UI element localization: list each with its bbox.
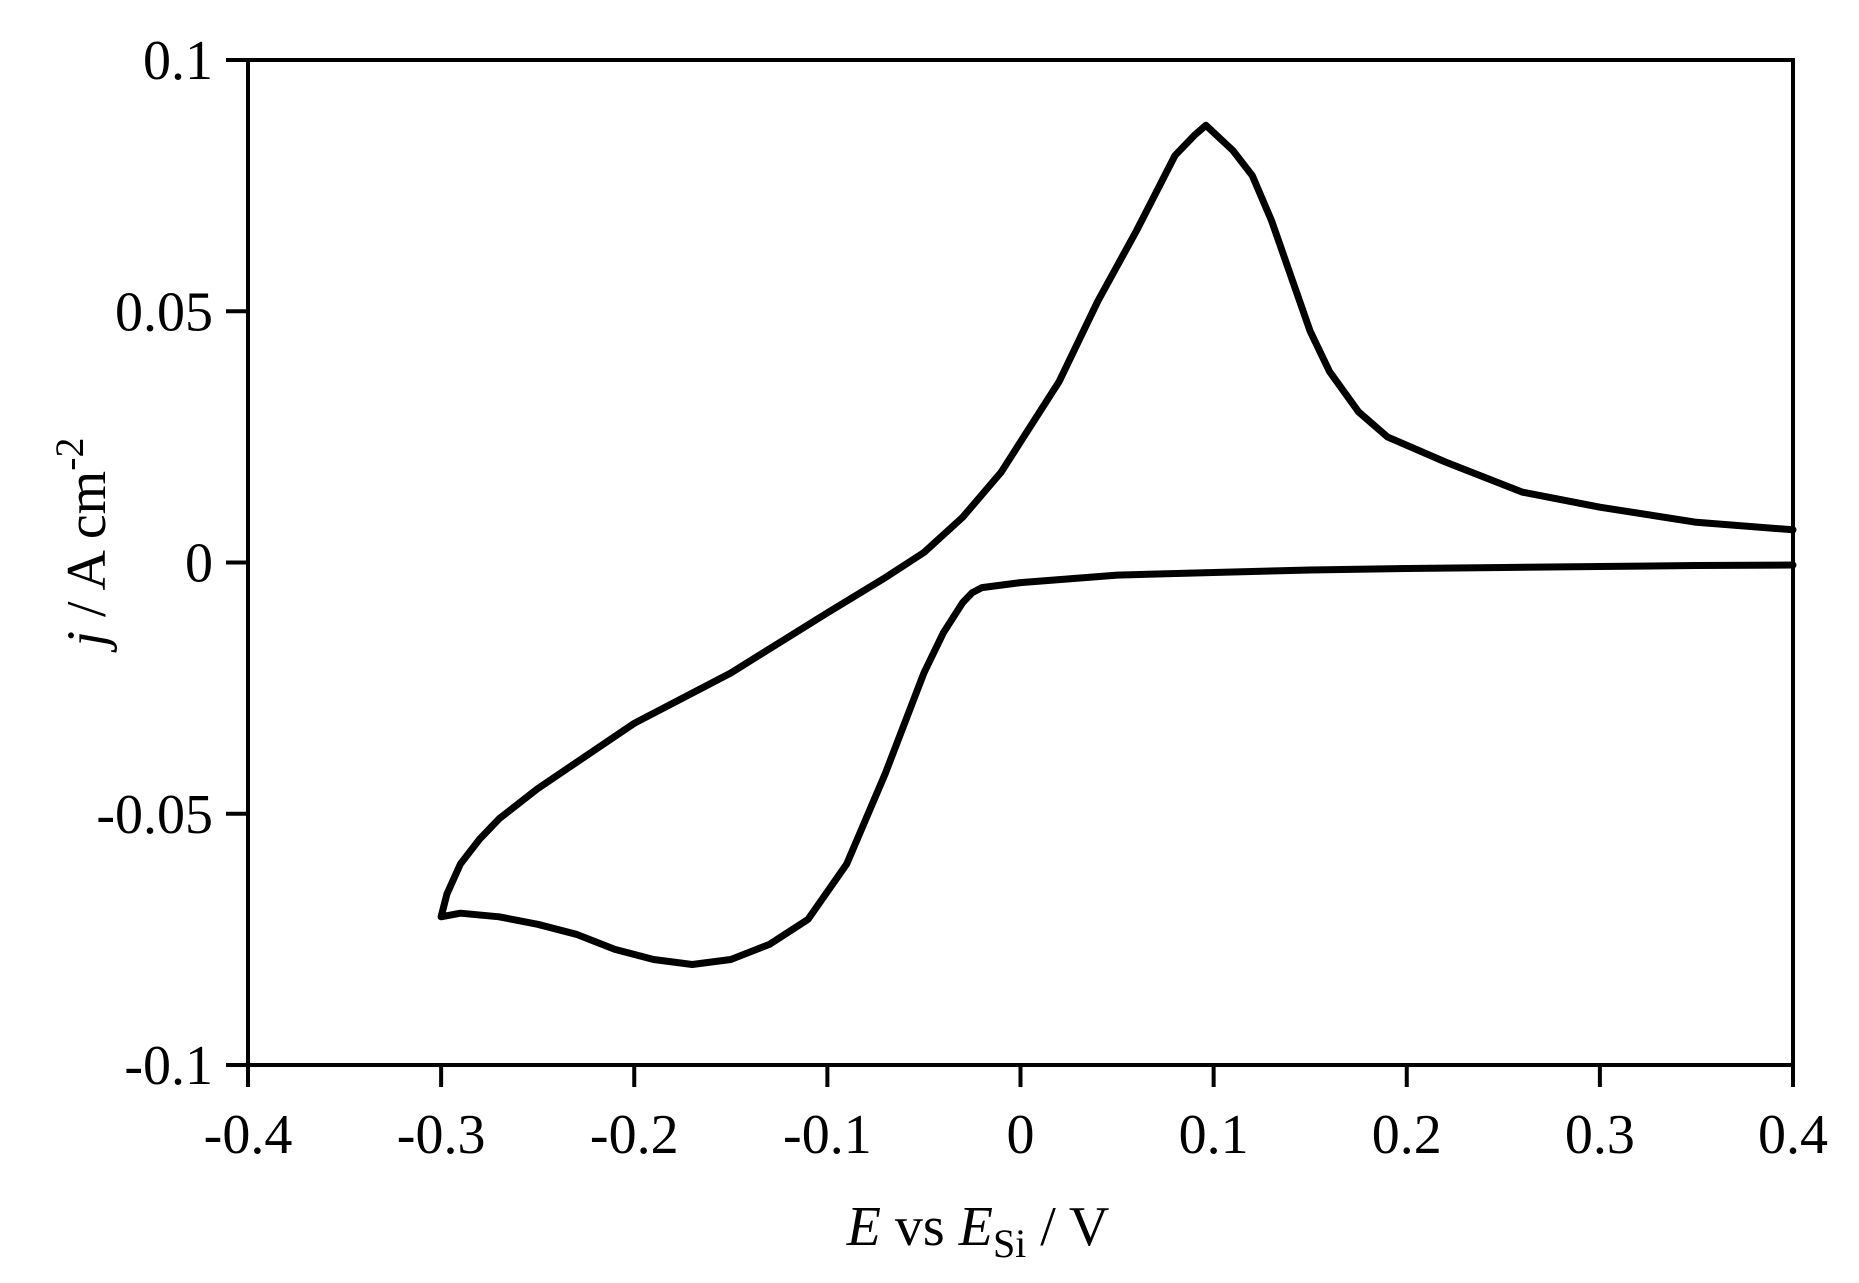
x-axis-ticks: -0.4 -0.3 -0.2 -0.1 0 0.1 0.2 0.3 0.4	[204, 1065, 1828, 1166]
y-axis-title: j / A cm-2	[47, 437, 118, 652]
y-tick-label: 0.05	[115, 281, 213, 343]
y-tick-label: 0	[185, 533, 213, 595]
x-axis-title: E vs ESi / V	[846, 1196, 1110, 1266]
x-tick-label: 0.3	[1565, 1104, 1635, 1166]
x-tick-label: 0.2	[1372, 1104, 1442, 1166]
x-tick-label: -0.1	[783, 1104, 872, 1166]
x-tick-label: 0.4	[1758, 1104, 1828, 1166]
y-tick-label: -0.05	[96, 784, 213, 846]
x-tick-label: 0.1	[1179, 1104, 1249, 1166]
x-tick-label: -0.2	[590, 1104, 679, 1166]
x-tick-label: -0.4	[204, 1104, 293, 1166]
x-tick-label: 0	[1007, 1104, 1035, 1166]
y-tick-label: 0.1	[143, 30, 213, 92]
x-tick-label: -0.3	[397, 1104, 486, 1166]
y-tick-label: -0.1	[124, 1035, 213, 1097]
y-axis-ticks: -0.1 -0.05 0 0.05 0.1	[96, 30, 248, 1097]
cv-curve	[437, 121, 1797, 968]
series-layer	[437, 121, 1797, 968]
